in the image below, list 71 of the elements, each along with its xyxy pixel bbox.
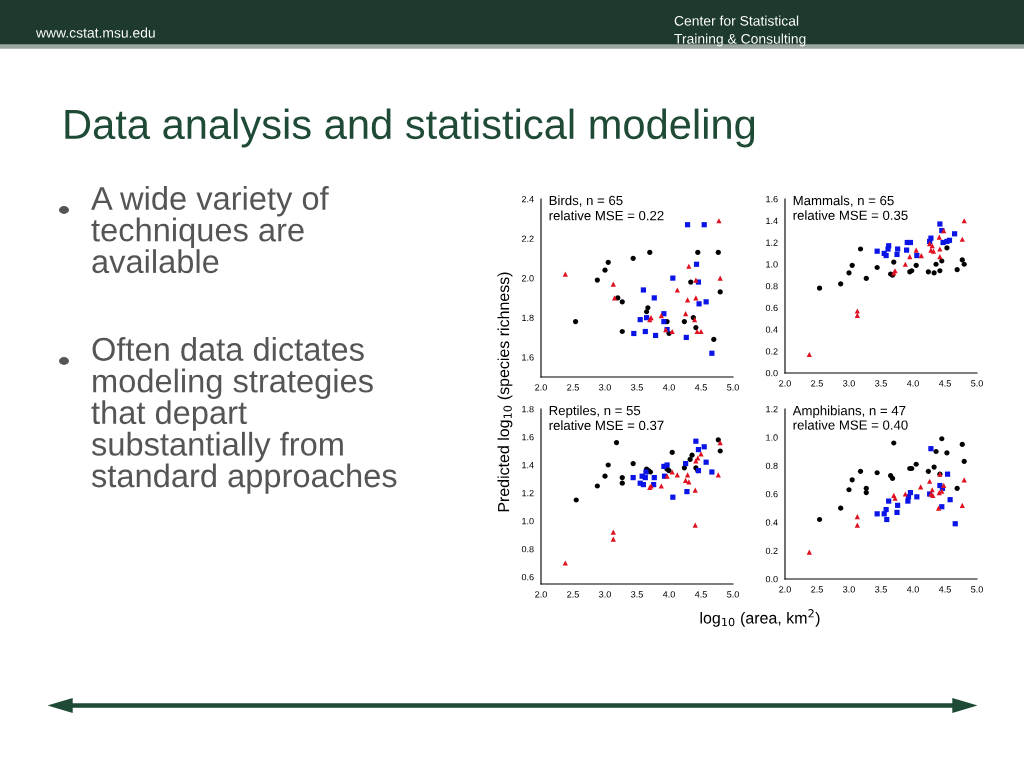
y-axis-title: Predicted log$_{10}$ (species richness) [497,272,513,512]
y-tick-label: 1.0 [766,261,778,268]
y-tick-label: 2.2 [521,235,534,242]
x-tick-label: 3.5 [875,380,887,387]
x-tick-label: 4.0 [662,591,675,598]
y-tick-label: 0.2 [765,348,778,355]
y-tick-label: 1.6 [522,354,534,361]
chart-title: Amphibians, n = 47 [792,405,906,418]
y-tick-label: 1.8 [522,314,534,322]
x-tick-label: 3.0 [843,380,855,387]
chart-title: Reptiles, n = 55 [549,405,641,418]
x-tick-label: 3.0 [599,591,611,598]
y-tick-label: 0.8 [765,462,778,470]
y-tick-label: 1.4 [766,217,778,225]
text: Data analysis and statistical modeling [65,108,755,148]
y-tick-label: 1.2 [766,405,778,413]
y-tick-label: 0.6 [765,490,778,498]
y-tick-label: 0.2 [765,547,778,555]
y-tick-label: 0.0 [765,575,778,583]
x-tick-label: 3.5 [875,586,887,593]
text: relative MSE = 0.40 [793,420,908,430]
y-tick-label: 1.2 [522,489,534,497]
x-tick-label: 4.0 [662,384,675,391]
chart-title: Birds, n = 65 [549,195,623,207]
x-tick-label: 3.5 [631,591,643,598]
text: relative MSE = 0.37 [549,420,664,431]
x-tick-label: 5.0 [971,586,983,593]
text: relative MSE = 0.22 [549,210,664,221]
y-tick-label: 2.4 [521,195,534,203]
x-axis-title: log$_{10}$ (area, km$^{2}$) [700,609,820,627]
y-tick-label: 1.0 [522,517,534,525]
y-tick-label: 0.8 [765,282,778,290]
x-tick-label: 2.0 [779,586,791,593]
text: Often data dictates modeling strategies that depart substantially from standard approaches [91,337,397,494]
x-tick-label: 2.0 [535,591,547,598]
y-tick-label: 0.6 [521,573,534,581]
x-tick-label: 4.5 [938,380,951,387]
text: A wide variety of techniques are available [91,186,329,274]
x-tick-label: 3.0 [599,384,611,391]
chart-title: Mammals, n = 65 [793,195,894,207]
text: Center for Statistical Training & Consulting [674,15,806,47]
x-tick-label: 2.0 [535,384,547,391]
x-tick-label: 4.5 [938,586,951,593]
y-tick-label: 0.4 [765,326,778,333]
y-tick-label: 1.6 [766,195,778,203]
x-tick-label: 4.0 [906,586,919,593]
x-tick-label: 5.0 [727,384,739,391]
x-tick-label: 2.5 [567,384,579,391]
text: www.cstat.msu.edu [35,27,155,38]
x-tick-label: 5.0 [971,380,983,387]
x-tick-label: 5.0 [727,591,739,598]
y-tick-label: 2.0 [521,275,534,282]
y-tick-label: 0.6 [765,304,778,312]
x-tick-label: 2.5 [567,591,579,598]
y-tick-label: 1.4 [522,462,534,469]
x-tick-label: 4.5 [694,384,707,391]
y-tick-label: 0.0 [765,369,778,377]
y-tick-label: 0.4 [765,519,778,526]
y-tick-label: 0.8 [521,545,534,553]
x-tick-label: 2.5 [811,380,823,387]
x-tick-label: 2.0 [779,380,791,387]
x-tick-label: 2.5 [811,586,823,593]
y-tick-label: 1.8 [522,405,534,413]
y-tick-label: 1.2 [766,239,778,246]
x-tick-label: 3.0 [843,586,855,593]
x-tick-label: 4.5 [694,591,707,598]
y-tick-label: 1.0 [766,434,778,441]
text: relative MSE = 0.35 [793,210,908,220]
y-tick-label: 1.6 [522,433,534,441]
x-tick-label: 3.5 [631,384,643,391]
x-tick-label: 4.0 [906,380,919,387]
